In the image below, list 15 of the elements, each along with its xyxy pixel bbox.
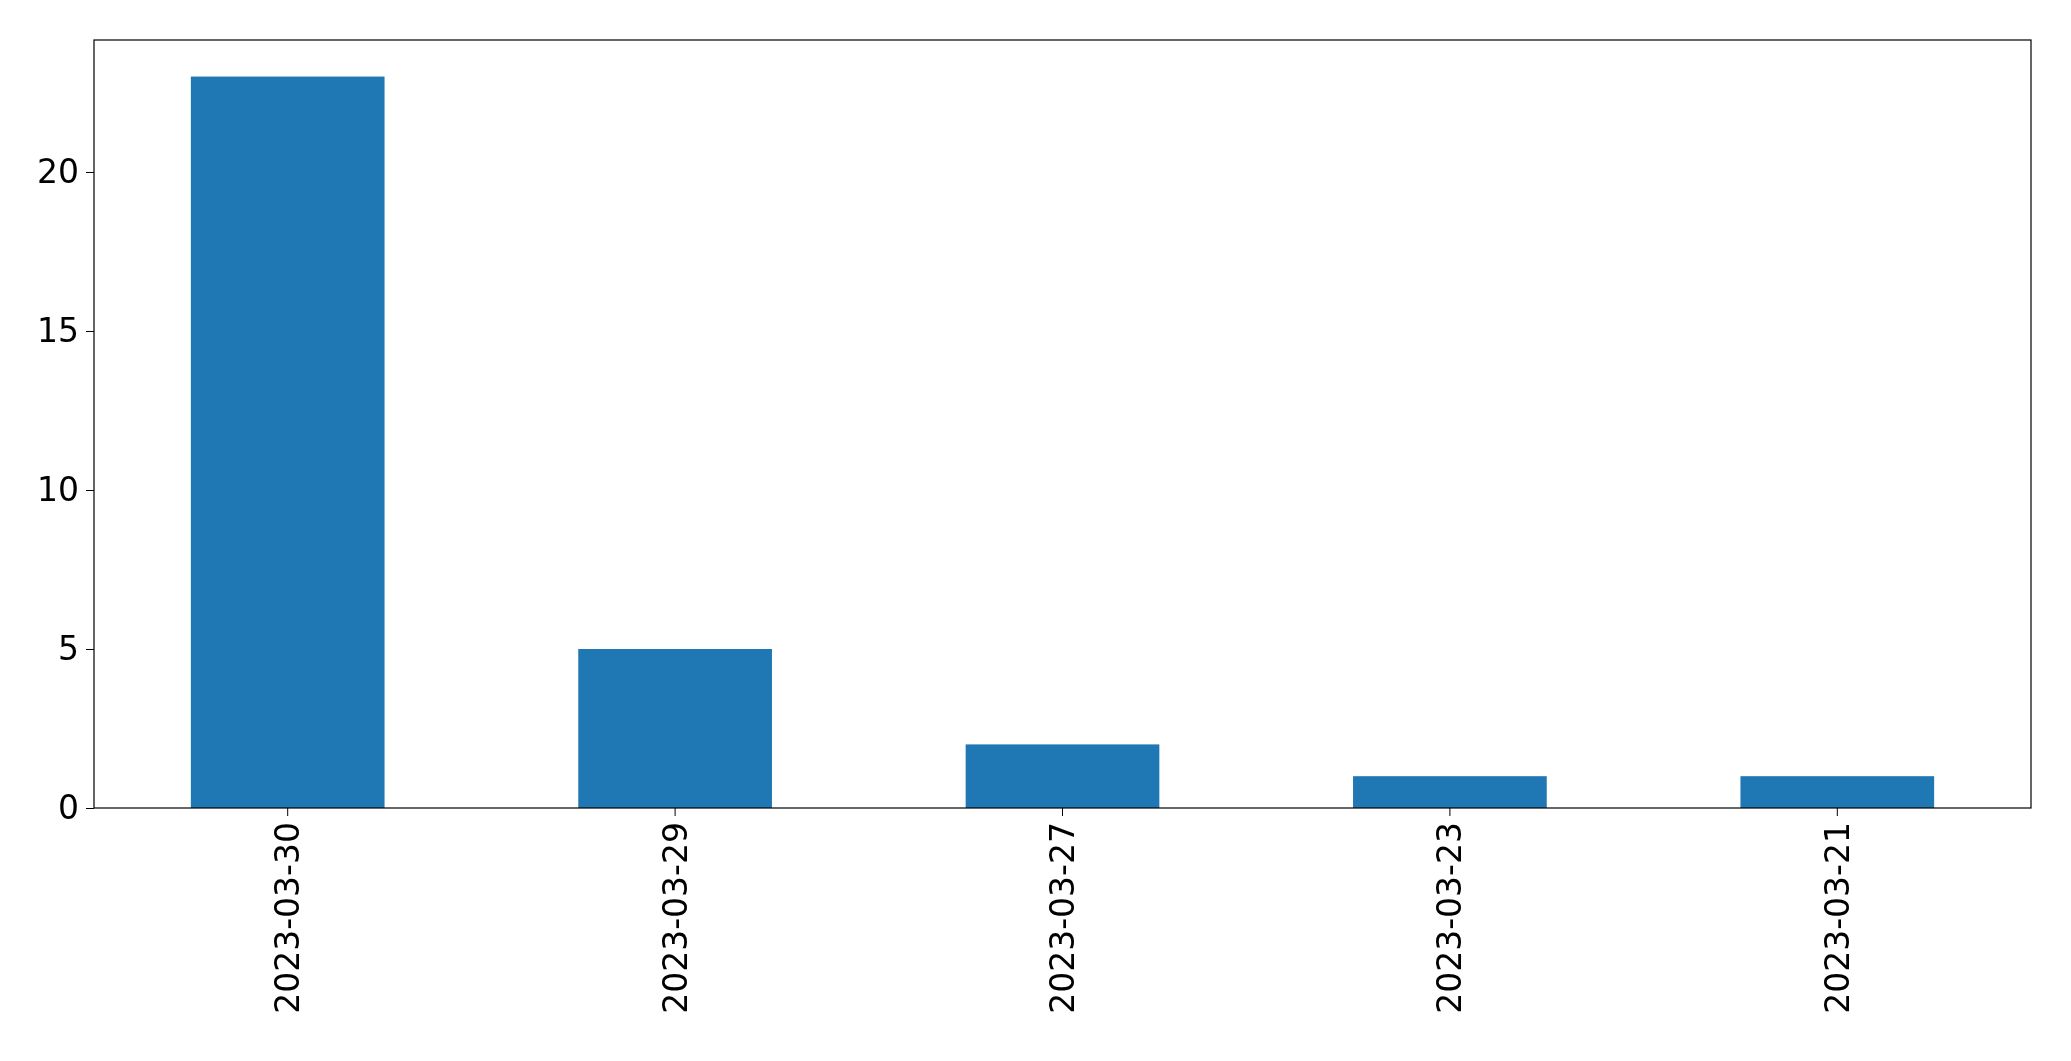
y-tick-label: 0 <box>58 788 79 828</box>
bar <box>190 76 385 808</box>
y-tick-label: 20 <box>37 152 79 192</box>
y-tick-label: 10 <box>37 470 79 510</box>
x-tick-label: 2023-03-27 <box>1043 822 1083 1014</box>
y-tick-label: 5 <box>58 629 79 669</box>
x-tick-label: 2023-03-29 <box>655 822 695 1014</box>
x-tick-label: 2023-03-21 <box>1817 822 1857 1014</box>
x-tick-label: 2023-03-23 <box>1430 822 1470 1014</box>
y-tick-label: 15 <box>37 311 79 351</box>
x-tick-label: 2023-03-30 <box>268 822 308 1014</box>
bar <box>1740 776 1935 808</box>
bar <box>965 744 1160 808</box>
bar <box>1353 776 1547 808</box>
bar <box>578 648 772 808</box>
